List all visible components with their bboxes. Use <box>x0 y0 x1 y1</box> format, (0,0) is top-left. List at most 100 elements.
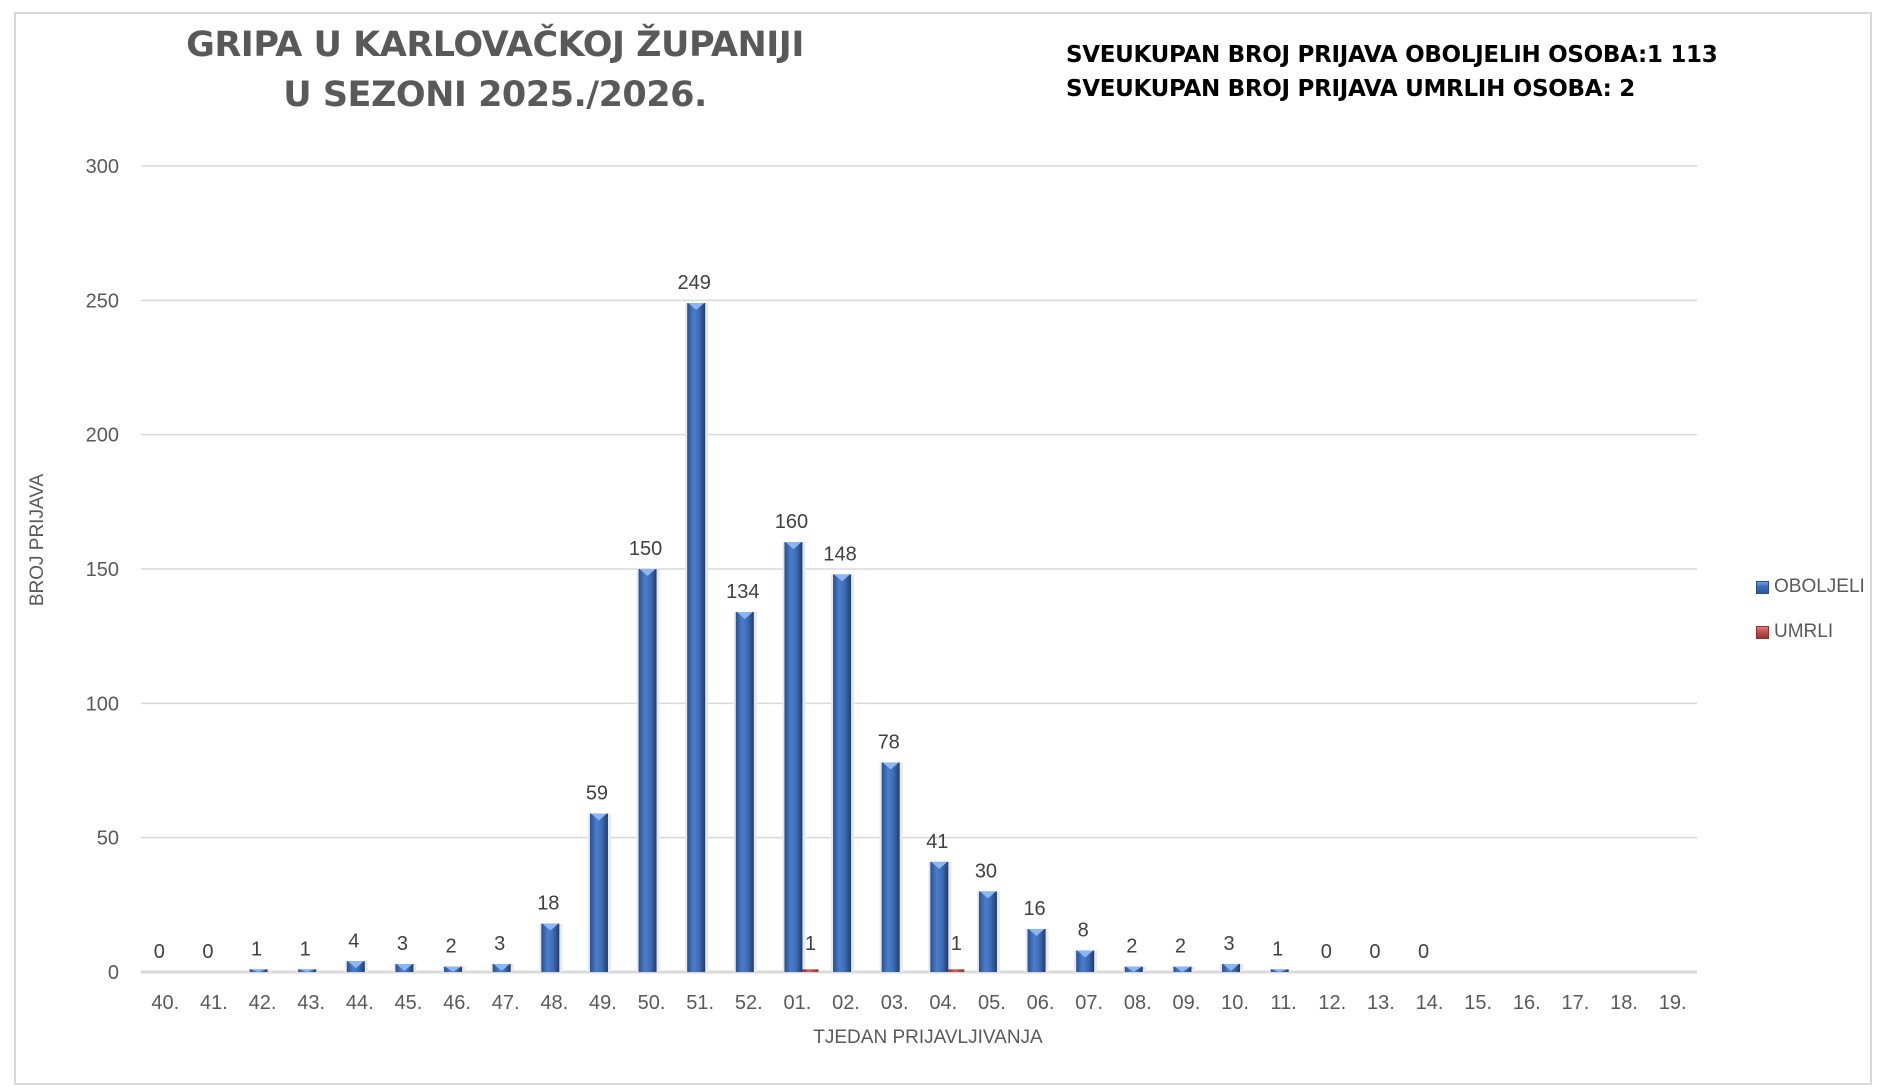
x-tick-label: 12. <box>1318 992 1346 1014</box>
data-label-oboljeli: 0 <box>202 941 213 963</box>
x-tick-label: 13. <box>1367 992 1395 1014</box>
x-tick-label: 51. <box>686 992 714 1014</box>
chart-title: GRIPA U KARLOVAČKOJ ŽUPANIJI U SEZONI 20… <box>160 20 830 120</box>
legend-swatch-red-icon <box>1756 625 1769 639</box>
data-label-oboljeli: 1 <box>251 938 262 960</box>
x-tick-label: 01. <box>784 992 812 1014</box>
data-label-oboljeli: 78 <box>878 731 900 753</box>
gridlines <box>141 165 1697 974</box>
bar-bevel <box>1223 963 1240 971</box>
data-label-oboljeli: 160 <box>775 511 808 533</box>
y-tick-label: 100 <box>86 693 119 715</box>
legend-item-umrli: UMRLI <box>1756 621 1865 643</box>
x-tick-label: 07. <box>1075 992 1103 1014</box>
bar-oboljeli <box>1076 950 1095 972</box>
bar-bevel <box>1077 950 1094 958</box>
x-tick-label: 19. <box>1659 992 1687 1014</box>
totals-box: SVEUKUPAN BROJ PRIJAVA OBOLJELIH OSOBA:1… <box>1066 38 1718 106</box>
bar-oboljeli <box>881 762 900 972</box>
x-tick-label: 45. <box>395 992 423 1014</box>
bar-oboljeli <box>784 542 803 972</box>
x-tick-label: 10. <box>1221 992 1249 1014</box>
data-label-oboljeli: 1 <box>1272 938 1283 960</box>
data-label-oboljeli: 16 <box>1023 898 1045 920</box>
bar-oboljeli <box>930 861 949 972</box>
x-tick-label: 44. <box>346 992 374 1014</box>
data-label-oboljeli: 2 <box>1126 936 1137 958</box>
chart-title-line2: U SEZONI 2025./2026. <box>283 75 707 115</box>
bar-bevel <box>590 813 607 821</box>
data-label-oboljeli: 150 <box>629 538 662 560</box>
bar-oboljeli <box>638 569 657 972</box>
x-tick-label: 40. <box>151 992 179 1014</box>
x-tick-label: 03. <box>881 992 909 1014</box>
x-tick-label: 52. <box>735 992 763 1014</box>
y-tick-label: 150 <box>86 559 119 581</box>
x-tick-label: 06. <box>1027 992 1055 1014</box>
bars <box>247 303 1292 972</box>
data-label-oboljeli: 4 <box>348 930 359 952</box>
x-tick-label: 11. <box>1271 992 1297 1014</box>
bar-bevel <box>1271 969 1288 972</box>
bar-bevel <box>1125 966 1142 972</box>
x-tick-label: 02. <box>832 992 860 1014</box>
bar-bevel <box>785 542 802 550</box>
data-label-oboljeli: 0 <box>1321 941 1332 963</box>
bar-bevel <box>882 762 899 770</box>
total-sick: SVEUKUPAN BROJ PRIJAVA OBOLJELIH OSOBA:1… <box>1066 42 1718 68</box>
x-tick-label: 48. <box>540 992 568 1014</box>
data-label-umrli: 1 <box>805 933 816 955</box>
data-label-oboljeli: 41 <box>926 831 948 853</box>
legend: OBOLJELI UMRLI <box>1756 576 1865 666</box>
data-label-oboljeli: 148 <box>823 543 856 565</box>
bar-bevel <box>688 303 705 311</box>
data-label-oboljeli: 0 <box>154 941 165 963</box>
x-tick-label: 47. <box>492 992 520 1014</box>
bar-bevel <box>347 961 364 969</box>
data-label-oboljeli: 3 <box>494 933 505 955</box>
x-tick-label: 50. <box>638 992 666 1014</box>
data-label-oboljeli: 3 <box>397 933 408 955</box>
x-tick-label: 05. <box>978 992 1006 1014</box>
y-axis-ticks: 0 50 100 150 200 250 300 <box>86 156 119 984</box>
y-tick-label: 200 <box>86 425 119 447</box>
x-tick-label: 42. <box>249 992 277 1014</box>
bar-bevel <box>299 969 316 972</box>
x-tick-label: 15. <box>1464 992 1492 1014</box>
bar-oboljeli <box>1027 929 1046 972</box>
bar-bevel <box>396 963 413 971</box>
bar-umrli <box>948 969 965 972</box>
x-tick-label: 43. <box>297 992 325 1014</box>
bar-bevel <box>250 969 267 972</box>
data-label-oboljeli: 0 <box>1369 941 1380 963</box>
legend-item-oboljeli: OBOLJELI <box>1756 576 1865 598</box>
bar-umrli <box>802 969 819 972</box>
data-label-oboljeli: 18 <box>537 893 559 915</box>
y-tick-label: 50 <box>97 828 119 850</box>
legend-label-oboljeli: OBOLJELI <box>1774 576 1865 597</box>
bar-bevel <box>931 861 948 869</box>
data-label-oboljeli: 1 <box>300 938 311 960</box>
x-tick-label: 04. <box>929 992 957 1014</box>
x-axis-ticks: 40. 41. 42. 43. 44. 45. 46. 47. 48. 49. 50. 51. 52. 0… <box>151 992 1686 1014</box>
data-labels: 0 0 1 1 4 3 2 3 18 59 150 249 134 160 148 78 41 30 16 8 2 2 3 1… <box>154 272 1429 963</box>
x-tick-label: 49. <box>589 992 617 1014</box>
data-label-oboljeli: 8 <box>1078 920 1089 942</box>
bar-oboljeli <box>589 813 608 972</box>
data-label-oboljeli: 2 <box>446 936 457 958</box>
x-tick-label: 09. <box>1173 992 1201 1014</box>
bar-oboljeli <box>735 611 754 972</box>
bar-bevel <box>736 611 753 619</box>
x-tick-label: 14. <box>1416 992 1444 1014</box>
data-label-oboljeli: 134 <box>726 581 759 603</box>
bar-bevel <box>979 891 996 899</box>
data-label-oboljeli: 249 <box>678 272 711 294</box>
data-label-oboljeli: 2 <box>1175 936 1186 958</box>
data-label-oboljeli: 3 <box>1224 933 1235 955</box>
x-tick-label: 17. <box>1562 992 1590 1014</box>
total-dead: SVEUKUPAN BROJ PRIJAVA UMRLIH OSOBA: 2 <box>1066 76 1635 102</box>
x-tick-label: 08. <box>1124 992 1152 1014</box>
x-tick-label: 46. <box>443 992 471 1014</box>
chart-title-line1: GRIPA U KARLOVAČKOJ ŽUPANIJI <box>186 25 804 65</box>
bar-bevel <box>1028 929 1045 937</box>
